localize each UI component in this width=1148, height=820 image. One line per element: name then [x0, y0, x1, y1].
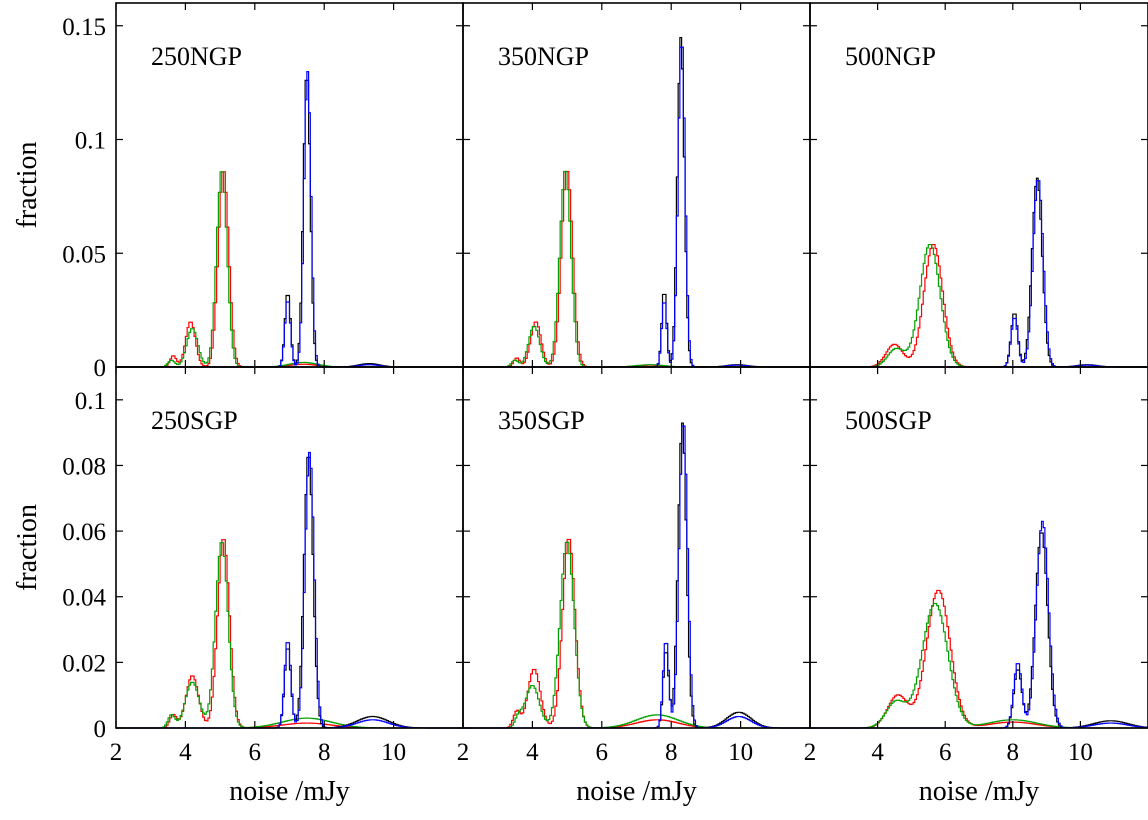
- x-tick-label: 2: [804, 739, 817, 766]
- series-green-350NGP: [463, 170, 810, 368]
- x-tick-label: 8: [318, 739, 331, 766]
- series-black-250SGP: [116, 456, 463, 729]
- y-tick-label: 0.15: [62, 14, 106, 41]
- panel-label: 500NGP: [845, 42, 936, 71]
- x-axis-title: noise /mJy: [919, 776, 1040, 807]
- panel-350SGP: 350SGP: [462, 366, 811, 729]
- x-tick-label: 6: [939, 739, 952, 766]
- series-green-350SGP: [463, 541, 810, 729]
- series-red-250NGP: [116, 171, 463, 368]
- panel-250SGP: 250SGP: [115, 366, 464, 729]
- series-blue-500SGP: [810, 520, 1148, 729]
- y-tick-label: 0.1: [75, 388, 106, 415]
- x-tick-label: 2: [457, 739, 470, 766]
- series-blue-500NGP: [810, 180, 1148, 368]
- y-tick-label: 0: [94, 716, 107, 743]
- x-tick-label: 6: [596, 739, 609, 766]
- y-tick-label: 0.08: [62, 453, 106, 480]
- series-red-350SGP: [463, 538, 810, 729]
- y-tick-label: 0.04: [62, 585, 106, 612]
- series-red-500SGP: [810, 589, 1148, 729]
- series-green-250SGP: [116, 542, 463, 729]
- panel-label: 350SGP: [498, 406, 585, 435]
- series-black-500NGP: [810, 177, 1148, 368]
- series-blue-350NGP: [463, 46, 810, 368]
- x-tick-label: 4: [526, 739, 539, 766]
- series-blue-250SGP: [116, 451, 463, 729]
- y-axis-title: fraction: [12, 141, 43, 228]
- panel-500SGP: 500SGP: [809, 366, 1148, 729]
- y-tick-label: 0.06: [62, 519, 106, 546]
- panel-250NGP: 250NGP: [115, 2, 464, 368]
- x-tick-label: 2: [110, 739, 123, 766]
- x-tick-label: 4: [871, 739, 884, 766]
- series-black-350NGP: [463, 36, 810, 368]
- series-black-250NGP: [116, 79, 463, 368]
- x-tick-label: 10: [728, 739, 753, 766]
- x-tick-label: 4: [179, 739, 192, 766]
- x-axis-title: noise /mJy: [229, 776, 350, 807]
- series-red-350NGP: [463, 170, 810, 368]
- x-tick-label: 10: [381, 739, 406, 766]
- panel-500NGP: 500NGP: [809, 2, 1148, 368]
- x-tick-label: 6: [249, 739, 262, 766]
- x-tick-label: 8: [665, 739, 678, 766]
- y-axis-title: fraction: [12, 504, 43, 591]
- y-tick-label: 0.1: [75, 128, 106, 155]
- y-tick-label: 0.02: [62, 650, 106, 677]
- panel-350NGP: 350NGP: [462, 2, 811, 368]
- series-blue-350SGP: [463, 425, 810, 729]
- series-red-250SGP: [116, 539, 463, 729]
- panel-label: 250SGP: [151, 406, 238, 435]
- y-tick-label: 0.05: [62, 241, 106, 268]
- panel-frame: [809, 366, 1148, 729]
- panel-label: 250NGP: [151, 42, 242, 71]
- x-tick-label: 10: [1068, 739, 1093, 766]
- series-green-500SGP: [810, 602, 1148, 729]
- series-black-350SGP: [463, 422, 810, 729]
- panel-label: 500SGP: [845, 406, 932, 435]
- x-axis-title: noise /mJy: [576, 776, 697, 807]
- panel-label: 350NGP: [498, 42, 589, 71]
- series-black-500SGP: [810, 532, 1148, 729]
- y-tick-label: 0: [94, 355, 107, 382]
- x-tick-label: 8: [1007, 739, 1020, 766]
- series-red-500NGP: [810, 244, 1148, 368]
- series-green-250NGP: [116, 171, 463, 368]
- series-green-500NGP: [810, 243, 1148, 368]
- series-blue-250NGP: [116, 71, 463, 368]
